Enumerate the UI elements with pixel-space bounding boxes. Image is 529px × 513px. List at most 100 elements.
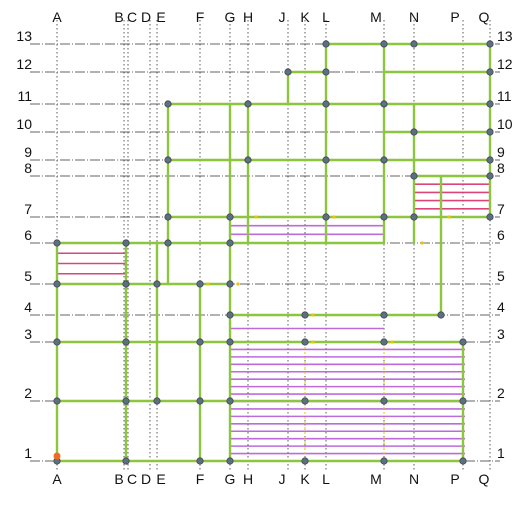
- column-node: [380, 397, 388, 405]
- column-node: [53, 239, 61, 247]
- column-node: [380, 40, 388, 48]
- col-label-bottom-D: D: [141, 471, 151, 487]
- col-label-top-H: H: [243, 9, 253, 25]
- column-node: [226, 239, 234, 247]
- column-node: [226, 397, 234, 405]
- column-node: [380, 213, 388, 221]
- col-label-bottom-N: N: [409, 471, 419, 487]
- row-label-right-6: 6: [497, 227, 505, 243]
- column-node: [196, 397, 204, 405]
- row-label-right-4: 4: [497, 299, 505, 315]
- column-node: [226, 213, 234, 221]
- row-label-right-12: 12: [497, 56, 513, 72]
- column-node: [226, 338, 234, 346]
- column-node: [53, 280, 61, 288]
- row-label-left-6: 6: [24, 227, 32, 243]
- column-node: [410, 128, 418, 136]
- col-label-bottom-L: L: [322, 471, 330, 487]
- connection-marker: [236, 282, 240, 286]
- column-node: [284, 68, 292, 76]
- column-node: [53, 338, 61, 346]
- col-label-top-J: J: [279, 9, 286, 25]
- row-label-right-5: 5: [497, 268, 505, 284]
- row-label-right-13: 13: [497, 28, 513, 44]
- col-label-bottom-F: F: [196, 471, 205, 487]
- row-label-right-7: 7: [497, 201, 505, 217]
- connection-marker: [311, 313, 315, 317]
- connection-marker: [447, 215, 451, 219]
- col-label-top-P: P: [450, 9, 459, 25]
- column-node: [486, 40, 494, 48]
- row-label-left-3: 3: [24, 326, 32, 342]
- column-node: [380, 100, 388, 108]
- column-node: [486, 156, 494, 164]
- column-node: [226, 457, 234, 465]
- column-node: [301, 397, 309, 405]
- column-node: [486, 128, 494, 136]
- row-label-left-4: 4: [24, 299, 32, 315]
- connection-marker: [420, 241, 424, 245]
- col-label-bottom-J: J: [279, 471, 286, 487]
- column-node: [196, 457, 204, 465]
- column-node: [486, 172, 494, 180]
- col-label-top-G: G: [225, 9, 236, 25]
- column-node: [410, 40, 418, 48]
- column-node: [53, 397, 61, 405]
- col-label-top-N: N: [409, 9, 419, 25]
- column-node: [226, 280, 234, 288]
- row-label-left-10: 10: [16, 116, 32, 132]
- col-label-top-B: B: [114, 9, 123, 25]
- column-node: [322, 100, 330, 108]
- row-label-right-8: 8: [497, 160, 505, 176]
- row-label-left-8: 8: [24, 160, 32, 176]
- col-label-top-E: E: [156, 9, 165, 25]
- col-label-top-A: A: [52, 9, 62, 25]
- column-node: [437, 311, 445, 319]
- column-node: [380, 311, 388, 319]
- row-label-left-5: 5: [24, 268, 32, 284]
- col-label-top-K: K: [300, 9, 310, 25]
- column-node: [164, 100, 172, 108]
- col-label-top-Q: Q: [479, 9, 490, 25]
- joist-layer: [57, 175, 490, 462]
- col-label-top-L: L: [322, 9, 330, 25]
- row-label-left-12: 12: [16, 56, 32, 72]
- column-node: [486, 213, 494, 221]
- col-label-bottom-P: P: [450, 471, 459, 487]
- row-label-right-10: 10: [497, 116, 513, 132]
- column-node: [153, 397, 161, 405]
- column-node: [322, 156, 330, 164]
- row-label-left-13: 13: [16, 28, 32, 44]
- col-label-top-C: C: [127, 9, 137, 25]
- column-node: [322, 68, 330, 76]
- column-node: [196, 338, 204, 346]
- column-node: [380, 457, 388, 465]
- row-label-right-11: 11: [497, 88, 512, 104]
- col-label-bottom-M: M: [370, 471, 382, 487]
- row-label-left-11: 11: [17, 88, 32, 104]
- column-node: [459, 397, 467, 405]
- column-node: [122, 239, 130, 247]
- column-node: [122, 338, 130, 346]
- row-label-right-9: 9: [497, 144, 505, 160]
- column-node: [301, 338, 309, 346]
- column-node: [410, 172, 418, 180]
- col-label-bottom-Q: Q: [479, 471, 490, 487]
- column-node: [164, 213, 172, 221]
- column-node: [244, 156, 252, 164]
- column-node: [122, 457, 130, 465]
- col-label-top-D: D: [141, 9, 151, 25]
- column-node: [322, 40, 330, 48]
- column-node: [322, 213, 330, 221]
- col-label-bottom-C: C: [127, 471, 137, 487]
- col-label-bottom-K: K: [300, 471, 310, 487]
- column-node: [301, 311, 309, 319]
- column-node: [153, 280, 161, 288]
- gridlines: [30, 20, 500, 470]
- col-label-bottom-E: E: [156, 471, 165, 487]
- row-label-right-2: 2: [497, 385, 505, 401]
- column-node: [459, 457, 467, 465]
- row-label-left-7: 7: [24, 201, 32, 217]
